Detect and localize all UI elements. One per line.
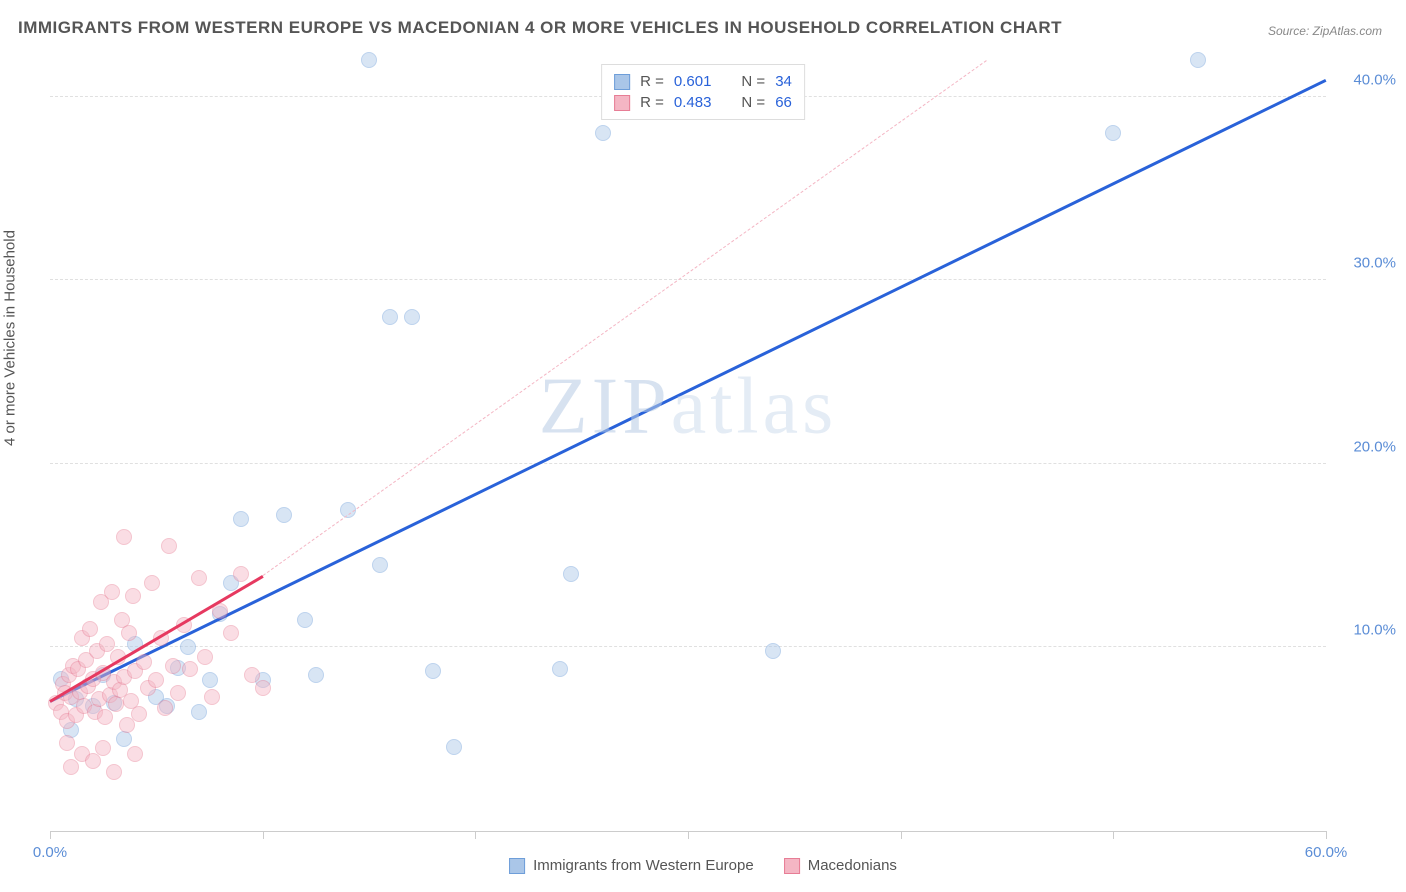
data-point xyxy=(180,639,196,655)
data-point xyxy=(108,696,124,712)
data-point xyxy=(552,661,568,677)
x-tick xyxy=(1113,831,1114,839)
series-legend: Immigrants from Western Europe Macedonian… xyxy=(509,857,897,874)
data-point xyxy=(223,625,239,641)
data-point xyxy=(165,658,181,674)
data-point xyxy=(104,584,120,600)
data-point xyxy=(106,764,122,780)
x-tick xyxy=(1326,831,1327,839)
y-tick-label: 10.0% xyxy=(1336,622,1396,639)
legend-label: Macedonians xyxy=(808,857,897,874)
y-tick-label: 30.0% xyxy=(1336,255,1396,272)
legend-item: Macedonians xyxy=(784,857,897,874)
data-point xyxy=(765,643,781,659)
data-point xyxy=(233,566,249,582)
data-point xyxy=(233,511,249,527)
n-value: 34 xyxy=(775,73,792,90)
r-label: R = xyxy=(640,73,664,90)
grid-line-h xyxy=(50,463,1326,464)
chart-plot-area: 10.0%20.0%30.0%40.0%0.0%60.0% ZIPatlas xyxy=(50,60,1326,832)
x-tick xyxy=(688,831,689,839)
data-point xyxy=(425,663,441,679)
x-tick-label: 0.0% xyxy=(33,844,67,861)
data-point xyxy=(95,740,111,756)
x-tick xyxy=(475,831,476,839)
data-point xyxy=(372,557,388,573)
data-point xyxy=(446,739,462,755)
data-point xyxy=(97,709,113,725)
data-point xyxy=(116,529,132,545)
data-point xyxy=(161,538,177,554)
n-label: N = xyxy=(741,94,765,111)
data-point xyxy=(116,731,132,747)
grid-line-h xyxy=(50,279,1326,280)
data-point xyxy=(125,588,141,604)
r-value: 0.483 xyxy=(674,94,712,111)
trend-line xyxy=(49,79,1326,703)
x-tick xyxy=(50,831,51,839)
grid-line-h xyxy=(50,646,1326,647)
chart-title: IMMIGRANTS FROM WESTERN EUROPE VS MACEDO… xyxy=(18,18,1062,38)
data-point xyxy=(276,507,292,523)
data-point xyxy=(121,625,137,641)
source-label: Source: ZipAtlas.com xyxy=(1268,24,1382,38)
data-point xyxy=(382,309,398,325)
data-point xyxy=(197,649,213,665)
data-point xyxy=(131,706,147,722)
data-point xyxy=(308,667,324,683)
legend-swatch xyxy=(614,95,630,111)
data-point xyxy=(170,685,186,701)
data-point xyxy=(191,570,207,586)
r-label: R = xyxy=(640,94,664,111)
data-point xyxy=(255,680,271,696)
legend-swatch xyxy=(784,858,800,874)
x-tick-label: 60.0% xyxy=(1305,844,1348,861)
data-point xyxy=(144,575,160,591)
data-point xyxy=(563,566,579,582)
data-point xyxy=(595,125,611,141)
y-tick-label: 40.0% xyxy=(1336,71,1396,88)
data-point xyxy=(1190,52,1206,68)
n-value: 66 xyxy=(775,94,792,111)
data-point xyxy=(148,672,164,688)
legend-label: Immigrants from Western Europe xyxy=(533,857,754,874)
r-value: 0.601 xyxy=(674,73,712,90)
x-tick xyxy=(263,831,264,839)
data-point xyxy=(204,689,220,705)
legend-swatch xyxy=(614,74,630,90)
data-point xyxy=(297,612,313,628)
data-point xyxy=(404,309,420,325)
legend-item: Immigrants from Western Europe xyxy=(509,857,754,874)
data-point xyxy=(182,661,198,677)
data-point xyxy=(85,753,101,769)
data-point xyxy=(136,654,152,670)
data-point xyxy=(82,621,98,637)
y-tick-label: 20.0% xyxy=(1336,438,1396,455)
data-point xyxy=(59,735,75,751)
x-tick xyxy=(901,831,902,839)
data-point xyxy=(119,717,135,733)
data-point xyxy=(202,672,218,688)
data-point xyxy=(63,759,79,775)
data-point xyxy=(157,700,173,716)
legend-row: R = 0.483 N = 66 xyxy=(614,92,792,113)
data-point xyxy=(127,746,143,762)
legend-swatch xyxy=(509,858,525,874)
trend-line xyxy=(262,60,986,575)
data-point xyxy=(191,704,207,720)
correlation-legend: R = 0.601 N = 34 R = 0.483 N = 66 xyxy=(601,64,805,120)
data-point xyxy=(361,52,377,68)
n-label: N = xyxy=(741,73,765,90)
y-axis-label: 4 or more Vehicles in Household xyxy=(2,230,19,446)
legend-row: R = 0.601 N = 34 xyxy=(614,71,792,92)
chart-inner: 10.0%20.0%30.0%40.0%0.0%60.0% xyxy=(50,60,1326,831)
data-point xyxy=(1105,125,1121,141)
